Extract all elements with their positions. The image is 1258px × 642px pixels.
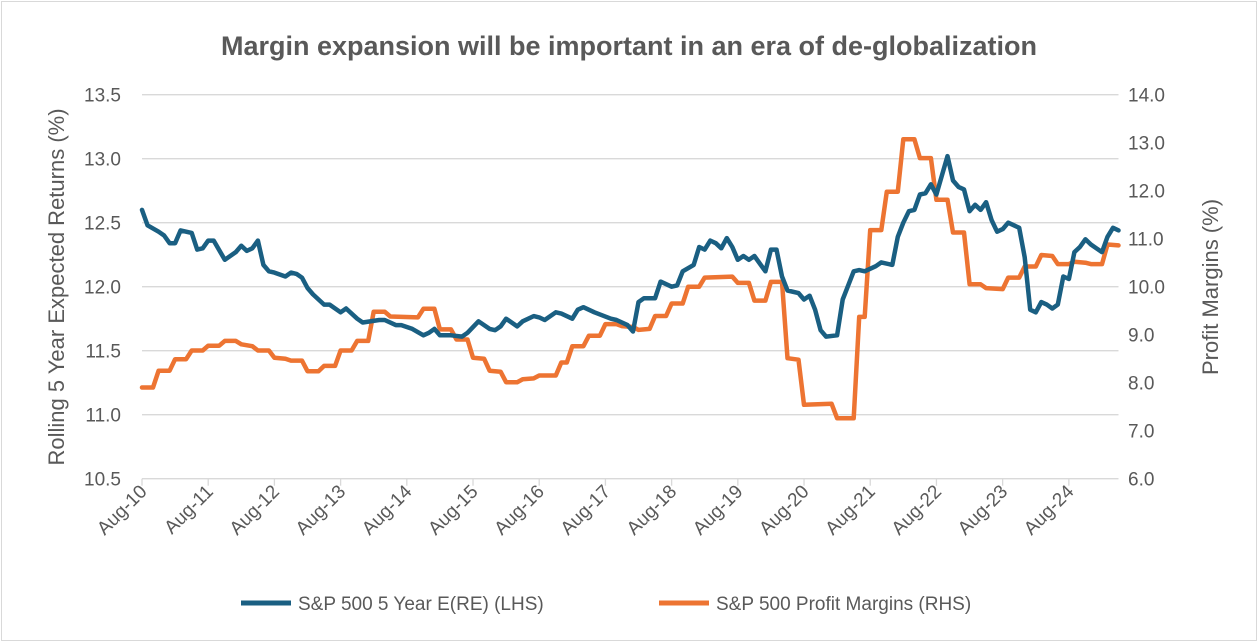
x-tick-label: Aug-22 <box>888 481 946 539</box>
right-tick-label: 12.0 <box>1128 182 1165 203</box>
right-tick-label: 6.0 <box>1128 470 1154 491</box>
left-tick-label: 12.0 <box>84 278 121 299</box>
left-tick-label: 11.5 <box>85 342 121 363</box>
right-tick-label: 8.0 <box>1128 374 1154 395</box>
right-tick-label: 10.0 <box>1128 278 1165 299</box>
gridlines <box>142 94 1119 480</box>
left-tick-label: 11.0 <box>85 406 121 427</box>
left-axis-title: Rolling 5 Year Expected Returns (%) <box>44 108 69 465</box>
right-tick-label: 13.0 <box>1128 134 1165 155</box>
x-tick-label: Aug-21 <box>822 481 880 539</box>
legend-label-expected-returns: S&P 500 5 Year E(RE) (LHS) <box>298 594 544 615</box>
x-tick-label: Aug-15 <box>424 481 482 539</box>
x-tick-label: Aug-23 <box>954 481 1012 539</box>
left-tick-label: 12.5 <box>84 214 121 235</box>
x-tick-label: Aug-20 <box>755 481 813 539</box>
chart-title: Margin expansion will be important in an… <box>221 31 1037 61</box>
x-tick-label: Aug-18 <box>623 481 681 539</box>
series-line-expected-returns <box>139 153 1121 339</box>
left-axis-ticks: 10.5 11.0 11.5 12.0 12.5 13.0 13.5 <box>84 86 121 491</box>
x-tick-label: Aug-17 <box>557 481 615 539</box>
series-line-profit-margins <box>139 137 1121 421</box>
right-tick-label: 7.0 <box>1128 422 1154 443</box>
left-tick-label: 13.5 <box>84 86 121 107</box>
x-tick-label: Aug-24 <box>1020 481 1078 539</box>
x-tick-label: Aug-16 <box>491 481 549 539</box>
left-tick-label: 10.5 <box>84 470 121 491</box>
right-tick-label: 14.0 <box>1128 86 1165 107</box>
right-axis-ticks: 6.0 7.0 8.0 9.0 10.0 11.0 12.0 13.0 14.0 <box>1128 86 1165 491</box>
right-axis-title: Profit Margins (%) <box>1198 199 1223 375</box>
x-tick-label: Aug-13 <box>292 481 350 539</box>
x-tick-label: Aug-19 <box>689 481 747 539</box>
x-tick-label: Aug-12 <box>226 481 284 539</box>
series-lines <box>139 137 1121 421</box>
x-tick-label: Aug-11 <box>161 481 218 538</box>
right-tick-label: 9.0 <box>1128 326 1154 347</box>
left-tick-label: 13.0 <box>84 150 121 171</box>
x-axis-ticks: Aug-10 Aug-11 Aug-12 Aug-13 Aug-14 Aug-15 Aug-… <box>93 478 1079 540</box>
legend: S&P 500 5 Year E(RE) (LHS) S&P 500 Profi… <box>241 594 971 615</box>
right-tick-label: 11.0 <box>1128 230 1164 251</box>
x-tick-label: Aug-14 <box>358 481 416 539</box>
legend-label-profit-margins: S&P 500 Profit Margins (RHS) <box>716 594 971 615</box>
